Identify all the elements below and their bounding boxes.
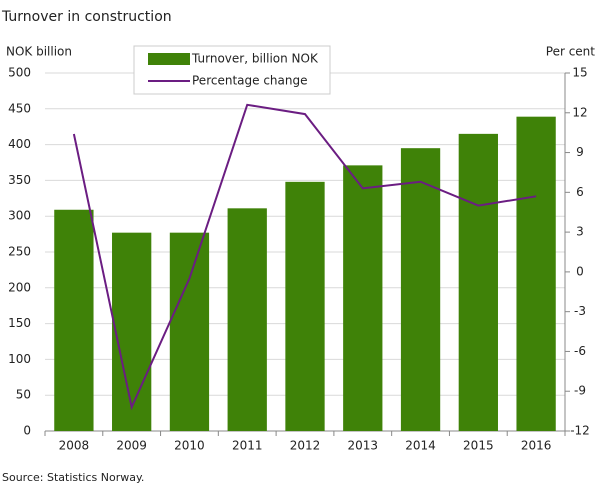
y-tick-label: 300 <box>8 209 31 223</box>
bar <box>169 232 210 431</box>
bar <box>54 209 94 431</box>
y2-tick-label: 0 <box>576 264 584 278</box>
y2-tick-label: -6 <box>574 344 586 358</box>
y2-tick-label: 3 <box>576 225 584 239</box>
legend-swatch <box>148 53 190 65</box>
y-tick-label: 400 <box>8 137 31 151</box>
x-tick-label: 2011 <box>232 439 263 453</box>
bar <box>227 208 267 431</box>
y-tick-label: 250 <box>8 245 31 259</box>
y-tick-label: 0 <box>23 424 31 438</box>
bar <box>458 133 498 432</box>
bar <box>400 148 441 431</box>
y2-tick-label: 12 <box>572 105 587 119</box>
source: Source: Statistics Norway. <box>2 471 144 484</box>
y2-axis-label: Per cent <box>546 45 596 59</box>
y2-tick-label: -3 <box>574 304 586 318</box>
y-tick-label: 350 <box>8 173 31 187</box>
legend-label: Percentage change <box>192 74 307 88</box>
x-tick-label: 2012 <box>290 439 321 453</box>
y-tick-label: 450 <box>8 101 31 115</box>
y-tick-label: 200 <box>8 280 31 294</box>
x-tick-label: 2014 <box>405 439 436 453</box>
x-tick-label: 2008 <box>59 439 90 453</box>
y2-tick-label: 15 <box>572 66 587 80</box>
y2-tick-label: -9 <box>574 384 586 398</box>
y-tick-label: 100 <box>8 352 31 366</box>
y2-tick-label: 6 <box>576 185 584 199</box>
y-tick-label: 150 <box>8 316 31 330</box>
bar <box>112 232 152 431</box>
x-tick-label: 2009 <box>116 439 147 453</box>
y2-tick-label: 9 <box>576 145 584 159</box>
y-tick-label: 50 <box>16 388 31 402</box>
legend-label: Turnover, billion NOK <box>191 52 319 66</box>
x-tick-label: 2016 <box>521 439 552 453</box>
x-tick-label: 2010 <box>174 439 205 453</box>
chart-title: Turnover in construction <box>1 9 172 25</box>
bar <box>285 181 325 431</box>
bar <box>343 165 383 431</box>
bar <box>516 116 556 432</box>
legend-box <box>133 45 331 95</box>
y2-tick-label: -12 <box>570 424 590 438</box>
x-tick-label: 2015 <box>463 439 494 453</box>
y-axis-label: NOK billion <box>6 45 72 59</box>
x-tick-label: 2013 <box>348 439 379 453</box>
line <box>72 103 537 411</box>
y-tick-label: 500 <box>8 66 31 80</box>
